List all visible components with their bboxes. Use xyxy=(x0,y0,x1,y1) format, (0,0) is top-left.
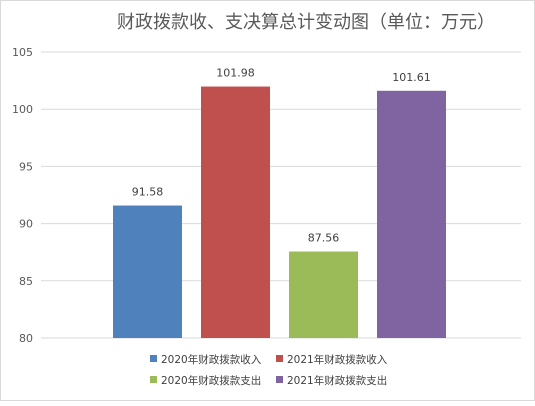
bar xyxy=(201,86,270,338)
data-labels: 91.58 101.98 87.56 101.61 xyxy=(132,67,431,245)
y-tick-label: 85 xyxy=(19,275,33,288)
legend-label: 2020年财政拨款支出 xyxy=(161,374,261,387)
bar xyxy=(113,205,182,338)
legend-label: 2020年财政拨款收入 xyxy=(161,353,262,366)
legend-swatch xyxy=(150,376,157,383)
y-tick-label: 90 xyxy=(19,218,33,231)
bar xyxy=(289,251,358,338)
y-tick-label: 80 xyxy=(19,332,33,345)
bars xyxy=(113,86,446,338)
bar xyxy=(377,90,446,338)
legend-label: 2021年财政拨款支出 xyxy=(287,374,387,387)
chart-title: 财政拨款收、支决算总计变动图（单位：万元） xyxy=(117,12,495,33)
data-label: 87.56 xyxy=(308,232,340,245)
data-label: 101.61 xyxy=(392,71,431,84)
legend-swatch xyxy=(276,376,283,383)
legend-label: 2021年财政拨款收入 xyxy=(287,353,388,366)
legend-swatch xyxy=(150,355,157,362)
legend-swatch xyxy=(276,355,283,362)
y-tick-label: 105 xyxy=(12,46,33,59)
data-label: 91.58 xyxy=(132,186,164,199)
legend: 2020年财政拨款收入 2021年财政拨款收入 2020年财政拨款支出 2021年财政… xyxy=(150,353,388,387)
data-label: 101.98 xyxy=(216,67,255,80)
y-axis-ticks: 80 85 90 95 100 105 xyxy=(12,46,33,345)
y-tick-label: 100 xyxy=(12,103,33,116)
y-tick-label: 95 xyxy=(19,160,33,173)
